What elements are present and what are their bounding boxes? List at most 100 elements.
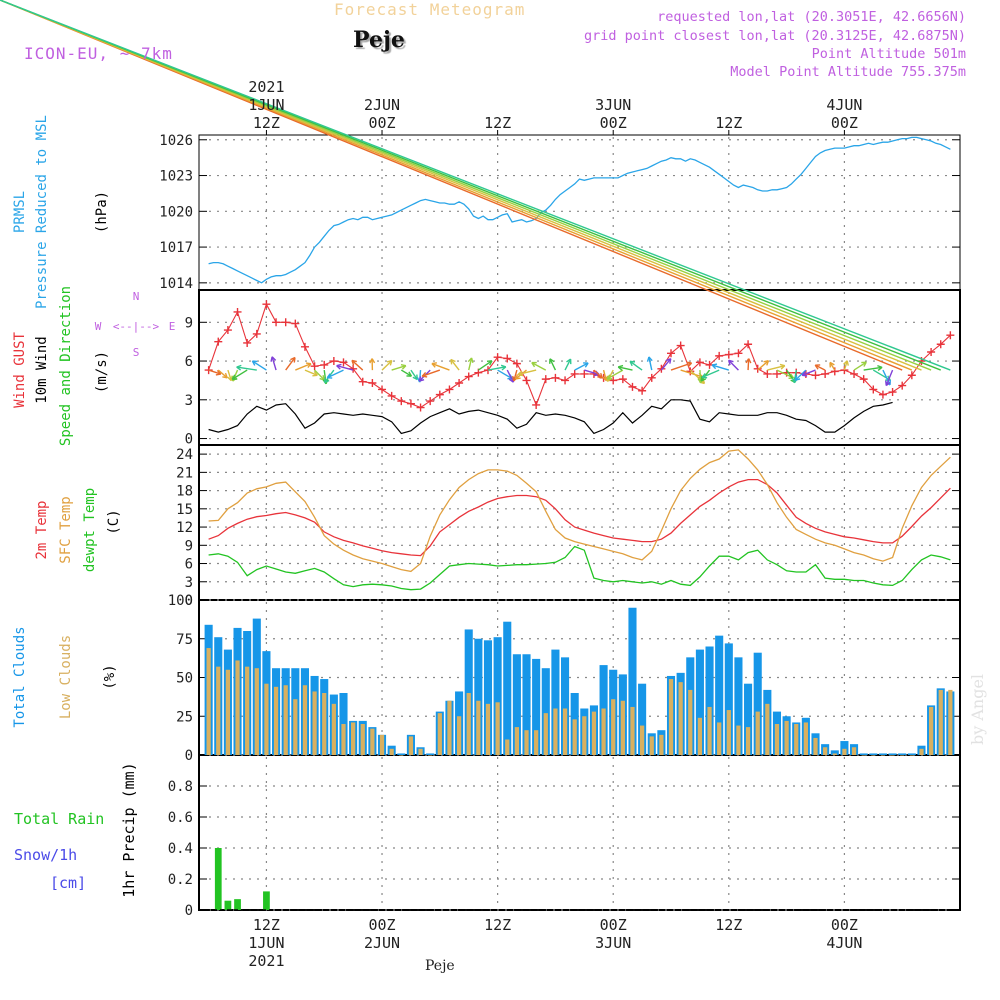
dewpt-label: dewpt Temp [82, 488, 98, 572]
wind-arrow-head [412, 374, 418, 381]
total-cloud-bar [705, 646, 714, 755]
gust-marker [329, 357, 338, 366]
wind-arrow [477, 360, 493, 371]
low-cloud-bar [399, 755, 404, 756]
temp-line-0 [208, 478, 951, 557]
total-cloud-bar [474, 638, 483, 755]
low-cloud-bar [476, 700, 481, 755]
wind-arrow-head [814, 364, 821, 370]
wind-arrow [391, 365, 407, 371]
gust-label: Wind GUST [12, 332, 28, 408]
gust-marker [647, 373, 656, 382]
temp-ytick-label: 9 [185, 538, 193, 554]
total-cloud-bar [426, 753, 435, 755]
low-cloud-bar [225, 669, 231, 755]
gust-marker [320, 360, 329, 369]
wind-arrow [670, 362, 692, 371]
gust-marker [464, 372, 473, 381]
gust-line [208, 302, 951, 409]
wind-arrow [252, 360, 267, 371]
total-clouds-label: Total Clouds [12, 626, 28, 727]
wind-arrow-head [251, 360, 258, 366]
wind-arrow-head [877, 364, 883, 371]
panels: 1014101710201023102603690369121518212402… [0, 0, 961, 919]
wind-arrow-head [326, 373, 333, 379]
gust-marker [368, 379, 377, 387]
wind-arrow-head [727, 359, 734, 366]
total-cloud-bar [561, 657, 570, 755]
gust-marker [850, 369, 859, 378]
wind-arrow [236, 366, 257, 371]
wind-arrow [747, 358, 750, 371]
low-cloud-bar [736, 725, 741, 755]
pressure-ytick-label: 1017 [159, 240, 193, 256]
wind-arrow-head [597, 372, 603, 379]
gust-marker [570, 369, 579, 378]
panel-2 [198, 444, 961, 601]
model-point-altitude: Model Point Altitude 755.375m [730, 64, 966, 80]
low-cloud-bar [322, 693, 327, 755]
pressure-ytick-label: 1020 [159, 204, 193, 220]
wind-arrow [351, 359, 364, 371]
gust-marker [830, 367, 839, 376]
low-cloud-bar [774, 724, 780, 755]
low-cloud-bar [784, 720, 789, 755]
low-cloud-bar [273, 686, 279, 755]
low-cloud-bar [495, 702, 500, 755]
wind-arrow [231, 369, 248, 380]
gust-marker [503, 354, 512, 363]
low-cloud-bar [524, 730, 529, 755]
total-cloud-bar [715, 635, 724, 755]
wind-arrow [648, 356, 653, 371]
wind-arrow [506, 369, 515, 383]
wind-arrow [295, 363, 312, 371]
gust-marker [551, 373, 560, 382]
wind-arrow [793, 369, 797, 383]
gust-marker [715, 351, 724, 360]
wind-arrow-head [312, 370, 318, 377]
wind-arrow [497, 369, 513, 380]
total-cloud-bar [628, 607, 637, 755]
wind-label: 10m Wind [34, 336, 50, 403]
low-cloud-bar [832, 753, 837, 755]
low-cloud-bar [447, 700, 452, 755]
gust-marker [676, 341, 685, 350]
gust-marker [358, 377, 367, 386]
wind-arrow [829, 362, 836, 371]
wind-arrow-head [236, 364, 242, 371]
pressure-line [208, 136, 951, 284]
gust-marker [512, 359, 521, 368]
wind-arrow-head [500, 364, 507, 371]
low-cloud-bar [553, 708, 558, 755]
total-cloud-bar [397, 753, 406, 755]
gust-marker [291, 319, 300, 328]
wind-arrow-head [843, 360, 849, 366]
low-cloud-bar [379, 734, 385, 755]
gust-marker [252, 329, 261, 338]
clouds-ytick-label: 50 [176, 671, 193, 687]
low-cloud-bar [630, 706, 635, 755]
gust-marker [618, 375, 627, 384]
low-cloud-bar [418, 748, 423, 755]
clouds-ytick-label: 25 [176, 709, 193, 725]
low-cloud-bar [745, 727, 751, 755]
wind-unit-label: (m/s) [94, 351, 110, 393]
wind-arrow-head [701, 372, 708, 379]
wind-arrow [602, 369, 607, 381]
model-label: ICON-EU, ~ 7km [24, 44, 173, 63]
wind-arrow-head [745, 358, 752, 364]
wind-arrow-head [665, 358, 672, 364]
sfc-temp-label: SFC Temp [58, 496, 74, 563]
low-cloud-bar [408, 736, 414, 755]
wind-arrow-head [270, 356, 277, 362]
bottom-time-label: 2JUN [364, 934, 400, 952]
compass-e: E [169, 320, 176, 333]
wind-arrow [593, 369, 603, 379]
low-cloud-bar [823, 747, 828, 755]
wind-arrow [400, 369, 412, 377]
temp-ytick-label: 21 [176, 465, 193, 481]
wind-arrow-head [386, 359, 393, 366]
panel-frame [198, 134, 961, 291]
snow-unit-label: [cm] [50, 874, 86, 892]
